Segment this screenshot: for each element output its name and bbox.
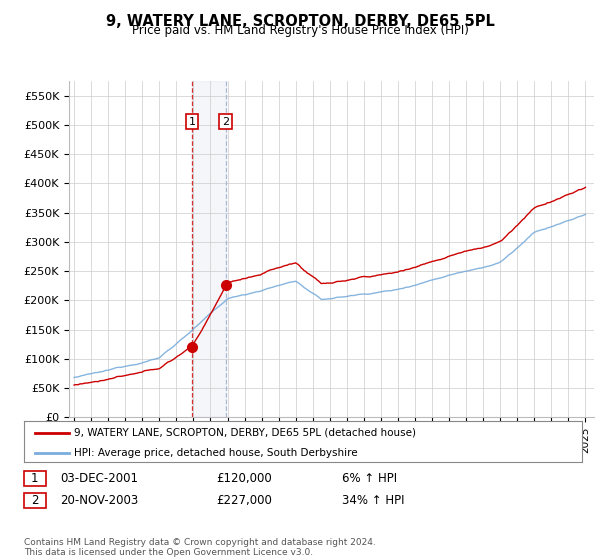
Text: Contains HM Land Registry data © Crown copyright and database right 2024.
This d: Contains HM Land Registry data © Crown c…: [24, 538, 376, 557]
Bar: [192, 81, 226, 417]
Text: 1: 1: [188, 116, 196, 127]
Text: 9, WATERY LANE, SCROPTON, DERBY, DE65 5PL (detached house): 9, WATERY LANE, SCROPTON, DERBY, DE65 5P…: [74, 428, 416, 437]
Text: 9, WATERY LANE, SCROPTON, DERBY, DE65 5PL: 9, WATERY LANE, SCROPTON, DERBY, DE65 5P…: [106, 14, 494, 29]
Text: 20-NOV-2003: 20-NOV-2003: [60, 494, 138, 507]
Text: £120,000: £120,000: [216, 472, 272, 485]
Text: 2: 2: [222, 116, 229, 127]
Text: 6% ↑ HPI: 6% ↑ HPI: [342, 472, 397, 485]
Text: HPI: Average price, detached house, South Derbyshire: HPI: Average price, detached house, Sout…: [74, 448, 358, 458]
Text: 03-DEC-2001: 03-DEC-2001: [60, 472, 138, 485]
Text: 1: 1: [31, 472, 38, 485]
Text: 34% ↑ HPI: 34% ↑ HPI: [342, 494, 404, 507]
Text: £227,000: £227,000: [216, 494, 272, 507]
Text: Price paid vs. HM Land Registry's House Price Index (HPI): Price paid vs. HM Land Registry's House …: [131, 24, 469, 37]
Text: 2: 2: [31, 494, 38, 507]
